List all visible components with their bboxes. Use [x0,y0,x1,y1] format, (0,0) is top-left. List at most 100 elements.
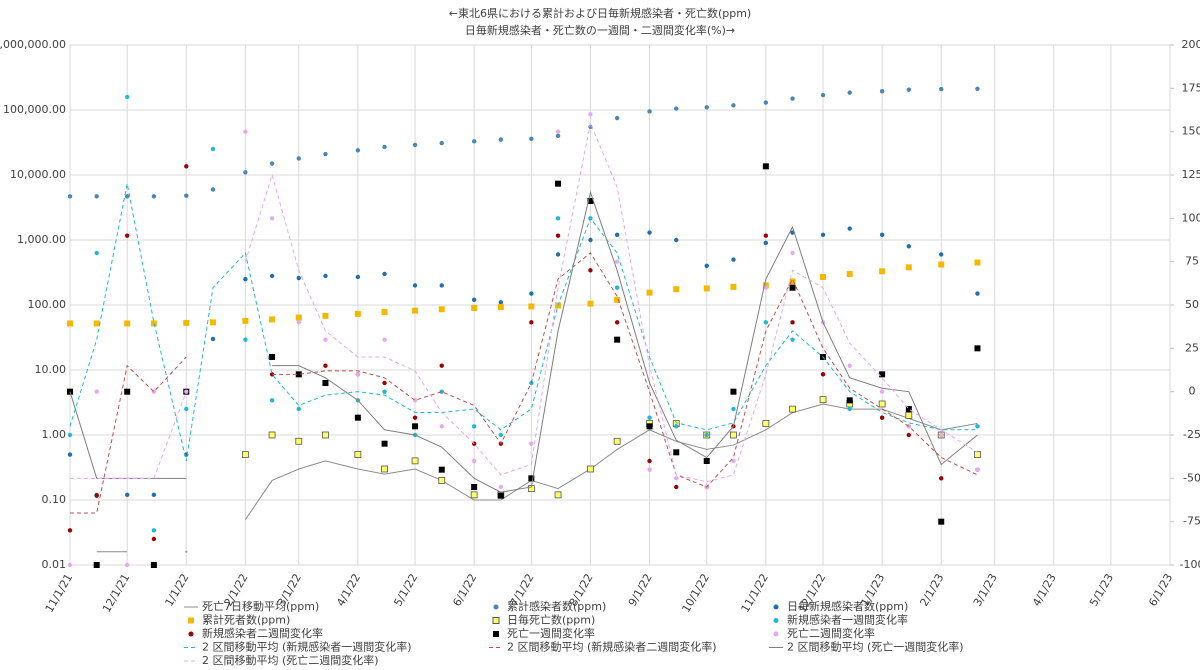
point [269,316,275,322]
point [647,423,653,429]
legend-label: 2 区間移動平均 (死亡一週間変化率) [787,640,964,654]
chart-subtitle: 日毎新規感染者・死亡数の一週間・二週間変化率(%)→ [465,23,735,37]
point [440,283,444,287]
y-tick-label: 100,000.00 [3,103,66,116]
y2-tick-label: 125 [1182,168,1200,181]
point [555,492,561,498]
point [322,380,328,386]
point [615,116,619,120]
point [412,423,418,429]
point [647,415,651,419]
point [907,433,911,437]
point [529,137,533,141]
point [674,424,678,428]
legend-swatch [774,605,779,610]
point [556,252,560,256]
point [764,100,768,104]
point [297,407,301,411]
point [705,264,709,268]
point [730,389,736,395]
point [356,275,360,279]
point [68,194,72,198]
legend-label: 累計感染者数(ppm) [507,599,606,613]
point [125,194,129,198]
legend-label: 2 区間移動平均 (死亡二週間変化率) [202,653,379,666]
point [674,485,678,489]
point [355,415,361,421]
point [556,134,560,138]
point [529,320,533,324]
point [152,194,156,198]
point [704,458,710,464]
point [647,459,651,463]
x-tick-label: 5/1/22 [391,572,420,609]
y2-tick-label: -25 [1183,428,1200,441]
point [556,233,560,237]
point [906,264,912,270]
x-tick-label: 5/1/23 [1087,571,1116,608]
point [764,233,768,237]
point [615,259,619,263]
point [211,187,215,191]
point [94,493,98,497]
point [382,145,386,149]
legend-label: 2 区間移動平均 (新規感染者二週間変化率) [507,640,717,654]
x-tick-label: 2/1/23 [917,571,946,608]
point [499,137,503,141]
point [790,320,794,324]
point [94,194,98,198]
x-tick-label: 11/1/22 [739,572,771,615]
point [499,300,503,304]
point [938,519,944,525]
x-tick-label: 10/1/22 [679,572,711,615]
y2-tick-label: 0 [1189,385,1196,398]
point [183,320,189,326]
point [184,164,188,168]
point [471,484,477,490]
point [848,407,852,411]
point [556,216,560,220]
point [821,93,825,97]
point [125,95,129,99]
point [94,562,100,568]
x-tick-label: 4/1/23 [1030,571,1059,608]
point [297,320,301,324]
point [356,372,360,376]
legend-swatch [494,605,499,610]
point [879,268,885,274]
point [529,441,533,445]
point [790,285,796,291]
point [356,148,360,152]
point [587,301,593,307]
point [847,271,853,277]
point [705,105,709,109]
point [647,467,651,471]
x-tick-label: 4/1/22 [334,572,363,609]
legend-label: 死亡二週間変化率 [787,626,875,640]
y-tick-label: 10.00 [35,363,67,376]
point [472,424,476,428]
point [382,337,386,341]
point [674,106,678,110]
point [674,238,678,242]
point [499,433,503,437]
point [821,372,825,376]
point [323,363,327,367]
point [790,251,794,255]
point [821,233,825,237]
point [184,407,188,411]
point [382,466,388,472]
point [296,315,302,321]
point [674,476,678,480]
point [151,562,157,568]
point [296,438,302,444]
point [152,537,156,541]
series-line [245,123,977,482]
point [615,285,619,289]
y-tick-label: 0.10 [42,493,67,506]
point [322,432,328,438]
point [907,88,911,92]
point [270,216,274,220]
legend-label: 死亡一週間変化率 [507,626,595,640]
x-tick-label: 1/1/22 [163,572,192,609]
